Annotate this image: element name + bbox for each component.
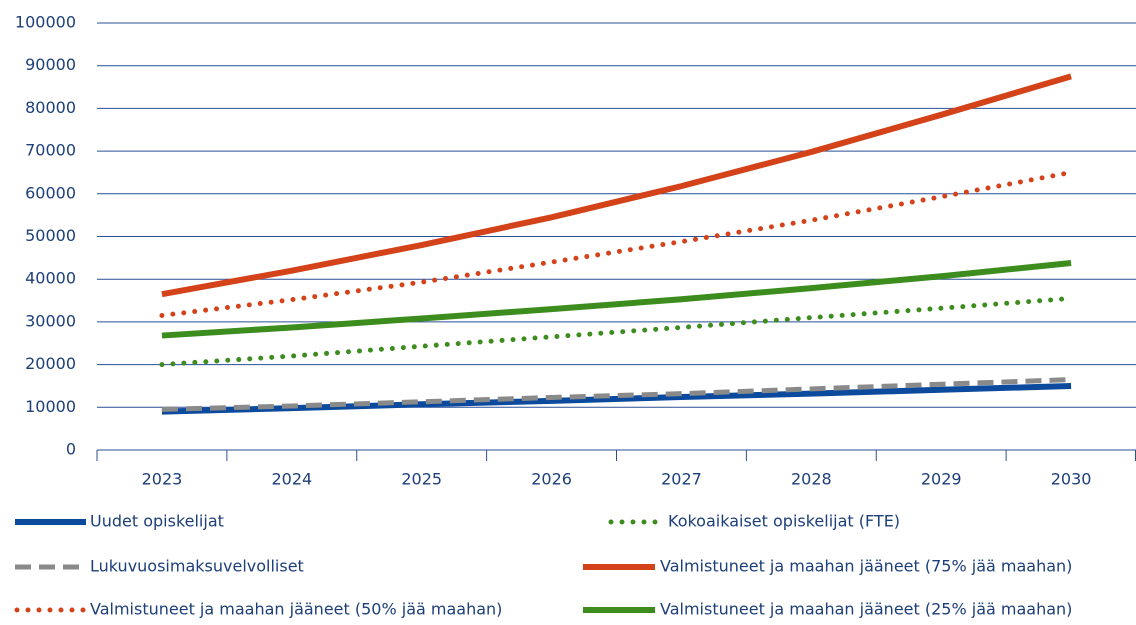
series-line	[161, 73, 1072, 298]
x-tick-label: 2023	[142, 470, 183, 489]
y-tick-label: 60000	[25, 183, 76, 202]
legend-label: Valmistuneet ja maahan jääneet (25% jää …	[660, 600, 1072, 619]
y-tick-label: 0	[66, 440, 76, 459]
series-line	[159, 295, 1074, 368]
y-tick-label: 10000	[25, 397, 76, 416]
x-tick-label: 2029	[921, 470, 962, 489]
x-tick-label: 2028	[791, 470, 832, 489]
y-tick-label: 100000	[15, 13, 76, 32]
x-tick-label: 2027	[661, 470, 702, 489]
y-tick-label: 40000	[25, 269, 76, 288]
y-tick-label: 90000	[25, 55, 76, 74]
x-tick-label: 2030	[1051, 470, 1092, 489]
x-tick-label: 2024	[271, 470, 312, 489]
x-tick-label: 2026	[531, 470, 572, 489]
legend-label: Kokoaikaiset opiskelijat (FTE)	[668, 512, 900, 531]
y-tick-label: 30000	[25, 311, 76, 330]
legend-label: Lukuvuosimaksuvelvolliset	[90, 557, 304, 576]
legend-label: Uudet opiskelijat	[90, 512, 224, 531]
y-tick-label: 20000	[25, 354, 76, 373]
y-tick-label: 50000	[25, 226, 76, 245]
legend-label: Valmistuneet ja maahan jääneet (75% jää …	[660, 557, 1072, 576]
y-tick-label: 70000	[25, 141, 76, 160]
series-line	[161, 259, 1072, 339]
legend-label: Valmistuneet ja maahan jääneet (50% jää …	[90, 600, 502, 619]
series-line	[161, 377, 1072, 412]
y-tick-label: 80000	[25, 98, 76, 117]
series-line	[159, 169, 1074, 318]
x-tick-label: 2025	[401, 470, 442, 489]
